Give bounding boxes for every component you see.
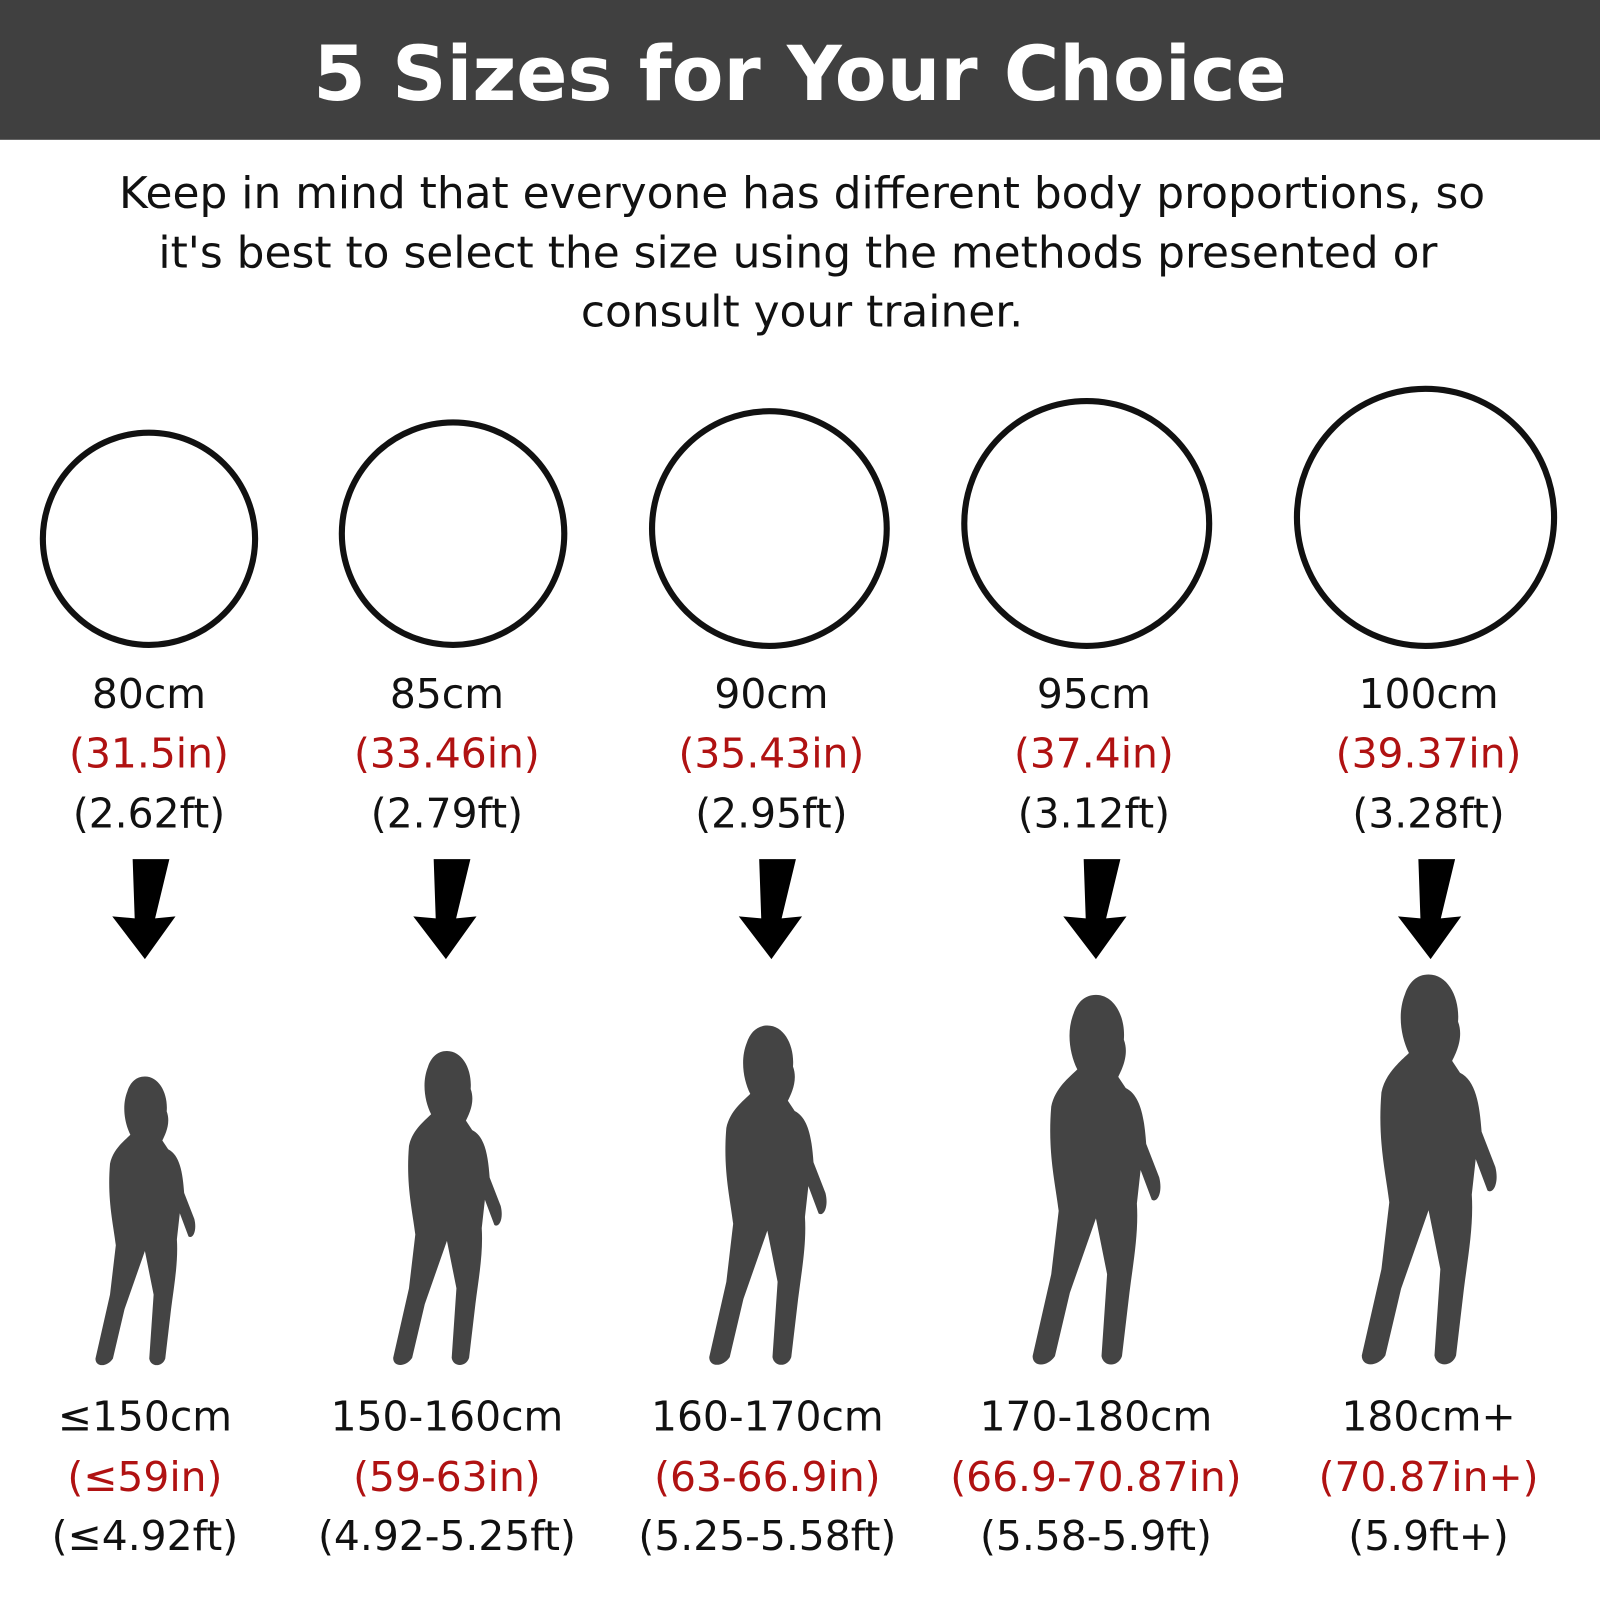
arrow-down-icon <box>112 859 176 960</box>
arrow-down-icon <box>1397 859 1462 960</box>
hoop-size-cm: 95cm <box>1037 670 1151 718</box>
hoop-circle <box>648 408 890 649</box>
hoop-size-cm: 80cm <box>92 670 206 718</box>
hoop-size-cm: 90cm <box>714 670 828 718</box>
arrow-down-icon <box>413 859 477 960</box>
woman-silhouette-icon <box>95 1076 196 1366</box>
hoop-circle <box>961 397 1213 649</box>
user-height-cm: ≤150cm <box>58 1393 232 1441</box>
size-option-2: 85cm (33.46in) (2.79ft) 150-160cm (59-63in) (… <box>318 419 576 1560</box>
user-height-in: (59-63in) <box>353 1453 541 1501</box>
user-height-ft: (5.25-5.58ft) <box>638 1512 896 1560</box>
hoop-size-in: (39.37in) <box>1336 729 1522 777</box>
hoop-size-ft: (2.79ft) <box>371 790 523 838</box>
user-height-in: (63-66.9in) <box>654 1453 881 1501</box>
arrow-down-icon <box>1063 859 1127 960</box>
header-bar <box>0 0 1600 140</box>
user-height-cm: 160-170cm <box>651 1393 884 1441</box>
page-title: 5 Sizes for Your Choice <box>313 30 1286 118</box>
user-height-in: (70.87in+) <box>1319 1453 1539 1501</box>
user-height-in: (≤59in) <box>67 1453 222 1501</box>
user-height-in: (66.9-70.87in) <box>950 1453 1241 1501</box>
size-option-5: 100cm (39.37in) (3.28ft) 180cm+ (70.87in+) (5… <box>1293 385 1558 1560</box>
hoop-size-ft: (2.95ft) <box>695 790 847 838</box>
hoop-size-in: (31.5in) <box>69 729 229 777</box>
hoop-circle <box>338 419 568 648</box>
woman-silhouette-icon <box>1361 974 1497 1365</box>
hoop-circle <box>39 429 259 648</box>
intro-line-2: it's best to select the size using the m… <box>158 227 1438 278</box>
size-option-4: 95cm (37.4in) (3.12ft) 170-180cm (66.9-70.87… <box>950 397 1242 1560</box>
hoop-size-ft: (2.62ft) <box>73 790 225 838</box>
hoop-circle <box>1293 385 1558 649</box>
user-height-cm: 170-180cm <box>980 1393 1213 1441</box>
hoop-size-in: (35.43in) <box>679 729 865 777</box>
size-option-1: 80cm (31.5in) (2.62ft) ≤150cm (≤59in) (≤4.92f… <box>39 429 259 1560</box>
size-option-3: 90cm (35.43in) (2.95ft) 160-170cm (63-66.9in… <box>638 408 896 1560</box>
user-height-cm: 150-160cm <box>331 1393 564 1441</box>
woman-silhouette-icon <box>709 1025 827 1365</box>
hoop-size-in: (33.46in) <box>354 729 540 777</box>
hoop-size-in: (37.4in) <box>1014 729 1174 777</box>
hoop-size-cm: 85cm <box>390 670 504 718</box>
intro-line-1: Keep in mind that everyone has different… <box>119 168 1485 219</box>
woman-silhouette-icon <box>1032 994 1161 1365</box>
woman-silhouette-icon <box>393 1051 502 1365</box>
hoop-size-cm: 100cm <box>1359 670 1499 718</box>
user-height-ft: (4.92-5.25ft) <box>318 1512 576 1560</box>
arrow-down-icon <box>738 859 803 960</box>
hoop-size-ft: (3.28ft) <box>1352 790 1504 838</box>
user-height-cm: 180cm+ <box>1341 1393 1515 1441</box>
user-height-ft: (5.58-5.9ft) <box>980 1512 1212 1560</box>
user-height-ft: (5.9ft+) <box>1348 1512 1509 1560</box>
user-height-ft: (≤4.92ft) <box>52 1512 239 1560</box>
hoop-size-ft: (3.12ft) <box>1018 790 1170 838</box>
intro-line-3: consult your trainer. <box>581 287 1023 338</box>
